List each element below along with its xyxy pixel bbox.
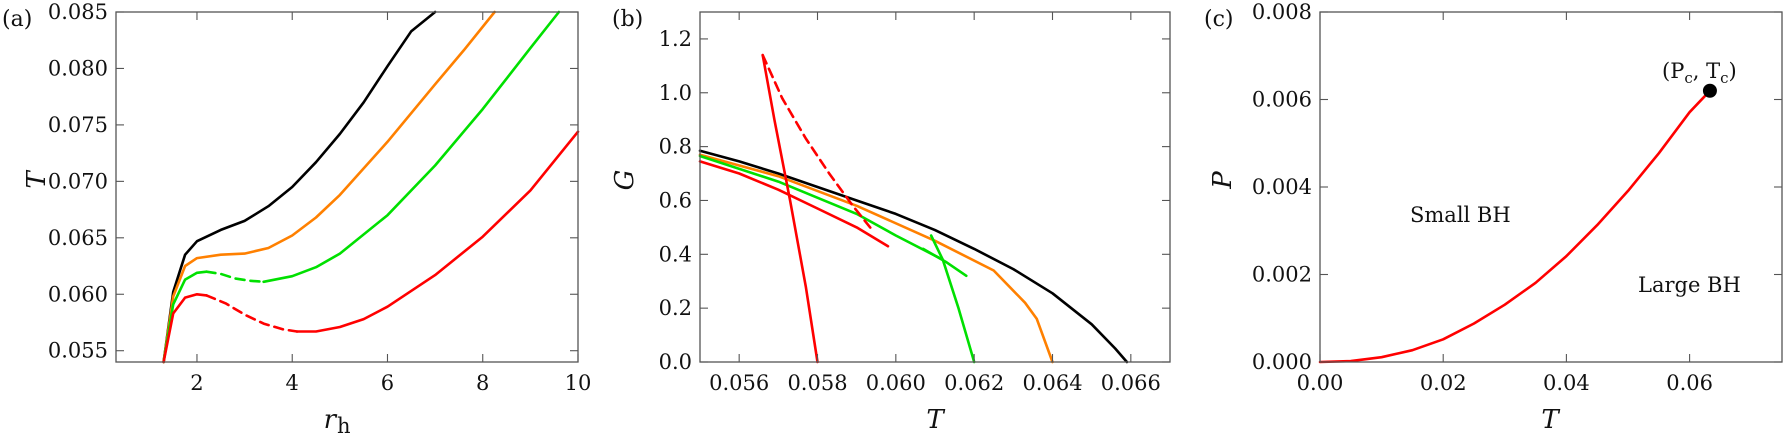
series-line — [162, 10, 437, 364]
x-tick-label: 0.02 — [1420, 371, 1467, 395]
x-tick-label: 8 — [476, 371, 489, 395]
series-line — [761, 53, 874, 232]
panel-a-series — [162, 10, 580, 364]
y-tick-label: 0.6 — [659, 188, 692, 212]
panel-a-xlabel-sub: h — [337, 414, 351, 438]
y-tick-label: 0.2 — [659, 296, 692, 320]
panel-b-tag: (b) — [612, 7, 643, 32]
x-tick-label: 0.056 — [709, 371, 769, 395]
y-tick-label: 0.004 — [1252, 175, 1312, 199]
panel-c-ticks: 0.00 0.02 0.04 0.06 0.000 0.002 0.004 0.006 0.00… — [1252, 0, 1782, 395]
x-tick-label: 0.060 — [866, 371, 926, 395]
series-line — [698, 153, 1054, 364]
series-line — [205, 270, 265, 284]
y-tick-label: 0.080 — [48, 56, 108, 80]
x-tick-label: 0.058 — [787, 371, 847, 395]
panel-a-tag: (a) — [2, 7, 32, 32]
panel-b-ylabel: G — [610, 170, 640, 191]
panel-a-xlabel: r — [324, 405, 338, 435]
x-tick-label: 2 — [190, 371, 203, 395]
large-bh-label: Large BH — [1638, 273, 1741, 297]
series-line — [262, 10, 561, 284]
x-tick-label: 0.062 — [944, 371, 1004, 395]
panel-c-tag: (c) — [1204, 7, 1234, 32]
y-tick-label: 0.075 — [48, 113, 108, 137]
series-line — [929, 234, 976, 364]
x-tick-label: 4 — [286, 371, 299, 395]
panel-a: (a) 2 4 6 8 10 0.055 0.060 0.065 0.070 0.075 0.080… — [2, 0, 591, 438]
y-tick-label: 0.065 — [48, 226, 108, 250]
x-tick-label: 6 — [381, 371, 394, 395]
series-line — [761, 53, 819, 364]
x-tick-label: 10 — [565, 371, 592, 395]
x-tick-label: 0.06 — [1666, 371, 1713, 395]
panel-b-series — [698, 53, 1129, 364]
panel-a-ticks: 2 4 6 8 10 0.055 0.060 0.065 0.070 0.075 0.080 0.08… — [48, 0, 591, 395]
panel-a-frame — [115, 11, 579, 363]
critical-point-label: (Pc, Tc) — [1662, 59, 1737, 87]
y-tick-label: 0.070 — [48, 169, 108, 193]
y-tick-label: 0.000 — [1252, 350, 1312, 374]
small-bh-label: Small BH — [1410, 203, 1511, 227]
y-tick-label: 1.2 — [659, 27, 692, 51]
series-line — [205, 294, 299, 333]
critical-point-marker — [1702, 83, 1717, 98]
panel-b-frame — [699, 11, 1171, 363]
y-tick-label: 0.085 — [48, 0, 108, 24]
x-tick-label: 0.064 — [1022, 371, 1082, 395]
panel-c: (c) 0.00 0.02 0.04 0.06 0.000 0.002 0.004 0.006… — [1204, 0, 1783, 435]
series-line — [162, 292, 208, 364]
y-tick-label: 0.055 — [48, 339, 108, 363]
series-line — [921, 247, 968, 278]
y-tick-label: 0.8 — [659, 135, 692, 159]
panel-c-xlabel: T — [1541, 405, 1560, 435]
series-line — [698, 154, 945, 262]
x-tick-label: 0.00 — [1297, 371, 1344, 395]
y-tick-label: 0.002 — [1252, 263, 1312, 287]
series-line — [162, 10, 496, 364]
panel-c-series — [1318, 89, 1712, 364]
y-tick-label: 0.006 — [1252, 88, 1312, 112]
series-line — [698, 160, 890, 248]
x-tick-label: 0.04 — [1543, 371, 1590, 395]
series-line — [295, 130, 580, 333]
y-tick-label: 1.0 — [659, 81, 692, 105]
panel-b: (b) 0.056 0.058 0.060 0.062 0.064 0.066 0.0 0.2… — [610, 7, 1171, 435]
y-tick-label: 0.0 — [659, 350, 692, 374]
panel-b-ticks: 0.056 0.058 0.060 0.062 0.064 0.066 0.0 0.2 0.4 0… — [659, 12, 1170, 395]
panel-b-xlabel: T — [926, 405, 945, 435]
y-tick-label: 0.008 — [1252, 0, 1312, 24]
y-tick-label: 0.060 — [48, 282, 108, 306]
series-line — [1318, 89, 1712, 364]
y-tick-label: 0.4 — [659, 242, 692, 266]
panel-a-ylabel: T — [22, 170, 52, 189]
series-line — [698, 149, 1129, 364]
x-tick-label: 0.066 — [1101, 371, 1161, 395]
panel-c-ylabel: P — [1208, 171, 1238, 190]
series-line — [162, 270, 208, 364]
